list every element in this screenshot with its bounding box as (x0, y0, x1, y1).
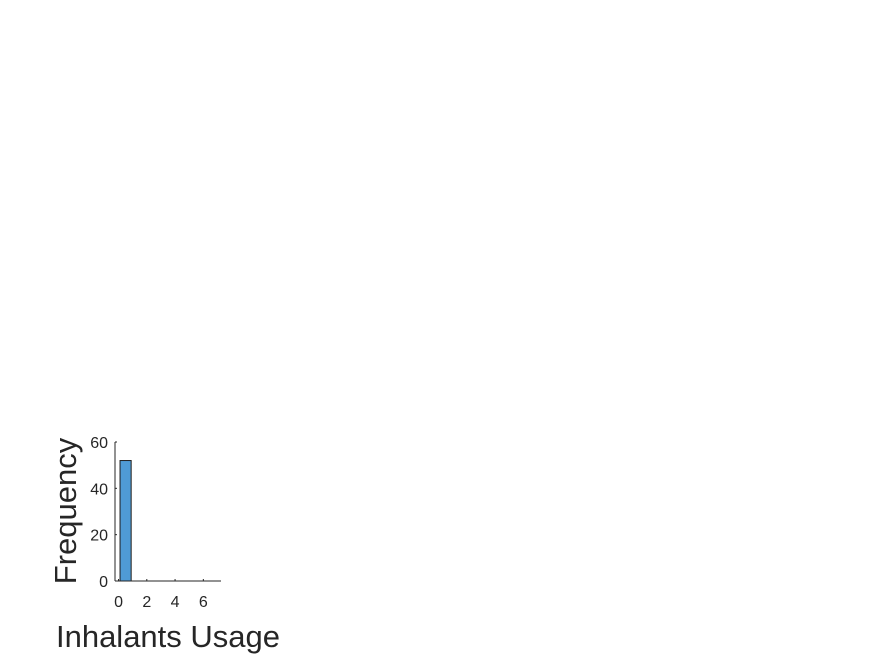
y-axis-title: Frequency (48, 437, 83, 584)
x-tick-label: 6 (199, 594, 208, 611)
histogram-bar (119, 460, 132, 582)
x-tick-label: 0 (114, 594, 123, 611)
x-axis-ticks: 0 2 4 6 (114, 579, 208, 611)
x-tick-label: 2 (142, 594, 151, 611)
plot-area (119, 460, 132, 582)
x-tick-label: 4 (171, 594, 180, 611)
y-tick-label: 0 (99, 574, 108, 591)
y-tick-label: 60 (90, 435, 108, 452)
y-tick-label: 20 (90, 528, 108, 545)
y-axis-ticks: 0 20 40 60 (90, 435, 117, 591)
y-tick-label: 40 (90, 481, 108, 498)
x-axis-title: Inhalants Usage (56, 619, 280, 654)
